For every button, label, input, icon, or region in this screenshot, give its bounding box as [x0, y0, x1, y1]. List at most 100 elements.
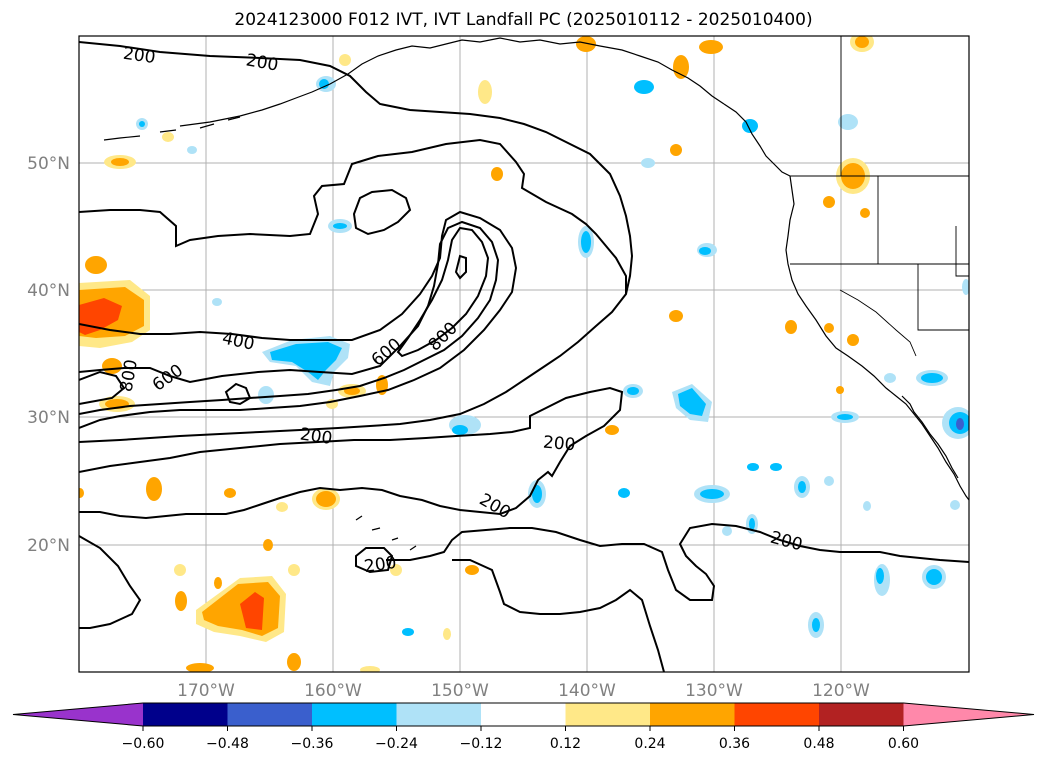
- plot-area: 200 200 400 600 600 800 800 200 200 200 …: [79, 36, 969, 672]
- colorbar: −0.60 −0.48 −0.36 −0.24 −0.12 0.12 0.24 0.36 0.4…: [12, 702, 1035, 752]
- contour-200-large: [79, 138, 627, 443]
- contour-200-south: [79, 386, 624, 520]
- negative-patch: [876, 568, 884, 584]
- colorbar-tick-label: −0.36: [291, 736, 334, 752]
- negative-patch: [921, 373, 943, 383]
- colorbar-bin: [312, 703, 397, 726]
- contour-400: [79, 210, 518, 429]
- negative-patch: [722, 526, 732, 536]
- contour-label: 200: [299, 425, 334, 449]
- positive-patch: [443, 628, 451, 640]
- positive-patch: [146, 477, 162, 501]
- negative-patch: [700, 489, 724, 499]
- negative-patch: [950, 500, 960, 510]
- positive-patch: [824, 323, 834, 333]
- lat-label-50n: 50°N: [27, 154, 70, 174]
- positive-patch: [316, 491, 336, 507]
- colorbar-tick-label: −0.48: [206, 736, 249, 752]
- contour-200-island: [352, 188, 412, 236]
- negative-patch: [581, 231, 591, 253]
- coastlines: [103, 37, 969, 551]
- negative-patch: [824, 476, 834, 486]
- negative-patch: [634, 80, 654, 94]
- positive-patch: [111, 158, 129, 166]
- positive-patch: [605, 425, 619, 435]
- lat-label-20n: 20°N: [27, 536, 70, 556]
- negative-patch: [678, 388, 706, 416]
- colorbar-tick-label: 0.24: [634, 736, 665, 752]
- negative-patch: [402, 628, 414, 636]
- lon-label-170w: 170°W: [177, 681, 235, 701]
- negative-patch: [838, 114, 858, 130]
- lon-label-130w: 130°W: [685, 681, 743, 701]
- negative-patch: [749, 518, 755, 530]
- latitude-axis: 50°N 40°N 30°N 20°N: [27, 154, 70, 556]
- contour-1000-center: [454, 254, 467, 280]
- contour-label: 400: [220, 328, 256, 354]
- colorbar-bin: [227, 703, 313, 726]
- positive-patch: [478, 80, 492, 104]
- negative-patch: [863, 501, 871, 511]
- positive-anomaly-fills: [79, 36, 874, 672]
- negative-patch: [926, 569, 942, 585]
- negative-patch: [747, 463, 759, 471]
- colorbar-bin: [143, 703, 228, 726]
- contour-label: 200: [542, 433, 576, 456]
- colorbar-tick-label: −0.24: [375, 736, 418, 752]
- positive-patch: [287, 653, 301, 671]
- colorbar-tick-label: 0.48: [803, 736, 834, 752]
- contour-label: 200: [122, 44, 157, 68]
- negative-patch: [187, 146, 197, 154]
- negative-patch: [641, 158, 655, 168]
- us-west-coast: [785, 175, 969, 501]
- contour-label: 800: [117, 358, 142, 393]
- bc-coast: [723, 103, 791, 177]
- positive-patch: [491, 167, 503, 181]
- positive-patch: [823, 196, 835, 208]
- contour-800-west: [79, 370, 126, 405]
- contour-200-north: [79, 41, 634, 295]
- negative-patch: [770, 463, 782, 471]
- contour-200-lower-closed: [355, 547, 394, 574]
- negative-anomaly-fills: [136, 76, 969, 638]
- political-borders: [790, 36, 969, 357]
- colorbar-tick-label: 0.36: [719, 736, 750, 752]
- colorbar-bin: [481, 703, 566, 726]
- lon-label-150w: 150°W: [431, 681, 489, 701]
- negative-patch: [212, 298, 222, 306]
- colorbar-bin: [396, 703, 482, 726]
- lat-label-30n: 30°N: [27, 408, 70, 428]
- positive-patch: [288, 564, 300, 576]
- gridlines: [79, 36, 969, 672]
- ivt-contours: [79, 41, 969, 672]
- negative-patch: [884, 373, 896, 383]
- contour-label: 200: [363, 553, 398, 577]
- positive-patch: [224, 488, 236, 498]
- negative-patch: [532, 485, 542, 503]
- contour-label: 200: [244, 50, 279, 75]
- colorbar-bin: [650, 703, 735, 726]
- positive-patch: [673, 55, 689, 79]
- negative-patch: [812, 618, 820, 632]
- colorbar-tick-label: 0.60: [888, 736, 919, 752]
- positive-patch: [214, 577, 222, 589]
- negative-patch: [956, 418, 964, 430]
- contour-200-small: [224, 382, 252, 406]
- contour-label: 600: [149, 361, 187, 396]
- colorbar-bin: [819, 703, 904, 726]
- positive-patch: [240, 592, 264, 630]
- positive-patch: [85, 256, 107, 274]
- positive-patch: [855, 36, 869, 48]
- lon-label-160w: 160°W: [304, 681, 362, 701]
- positive-patch: [263, 539, 273, 551]
- positive-patch: [162, 132, 174, 142]
- lon-label-120w: 120°W: [812, 681, 870, 701]
- positive-patch: [836, 386, 844, 394]
- negative-patch: [452, 425, 468, 435]
- negative-patch: [258, 386, 274, 404]
- positive-patch: [175, 591, 187, 611]
- positive-patch: [860, 208, 870, 218]
- plot-frame: [78, 35, 970, 673]
- positive-patch: [339, 54, 351, 66]
